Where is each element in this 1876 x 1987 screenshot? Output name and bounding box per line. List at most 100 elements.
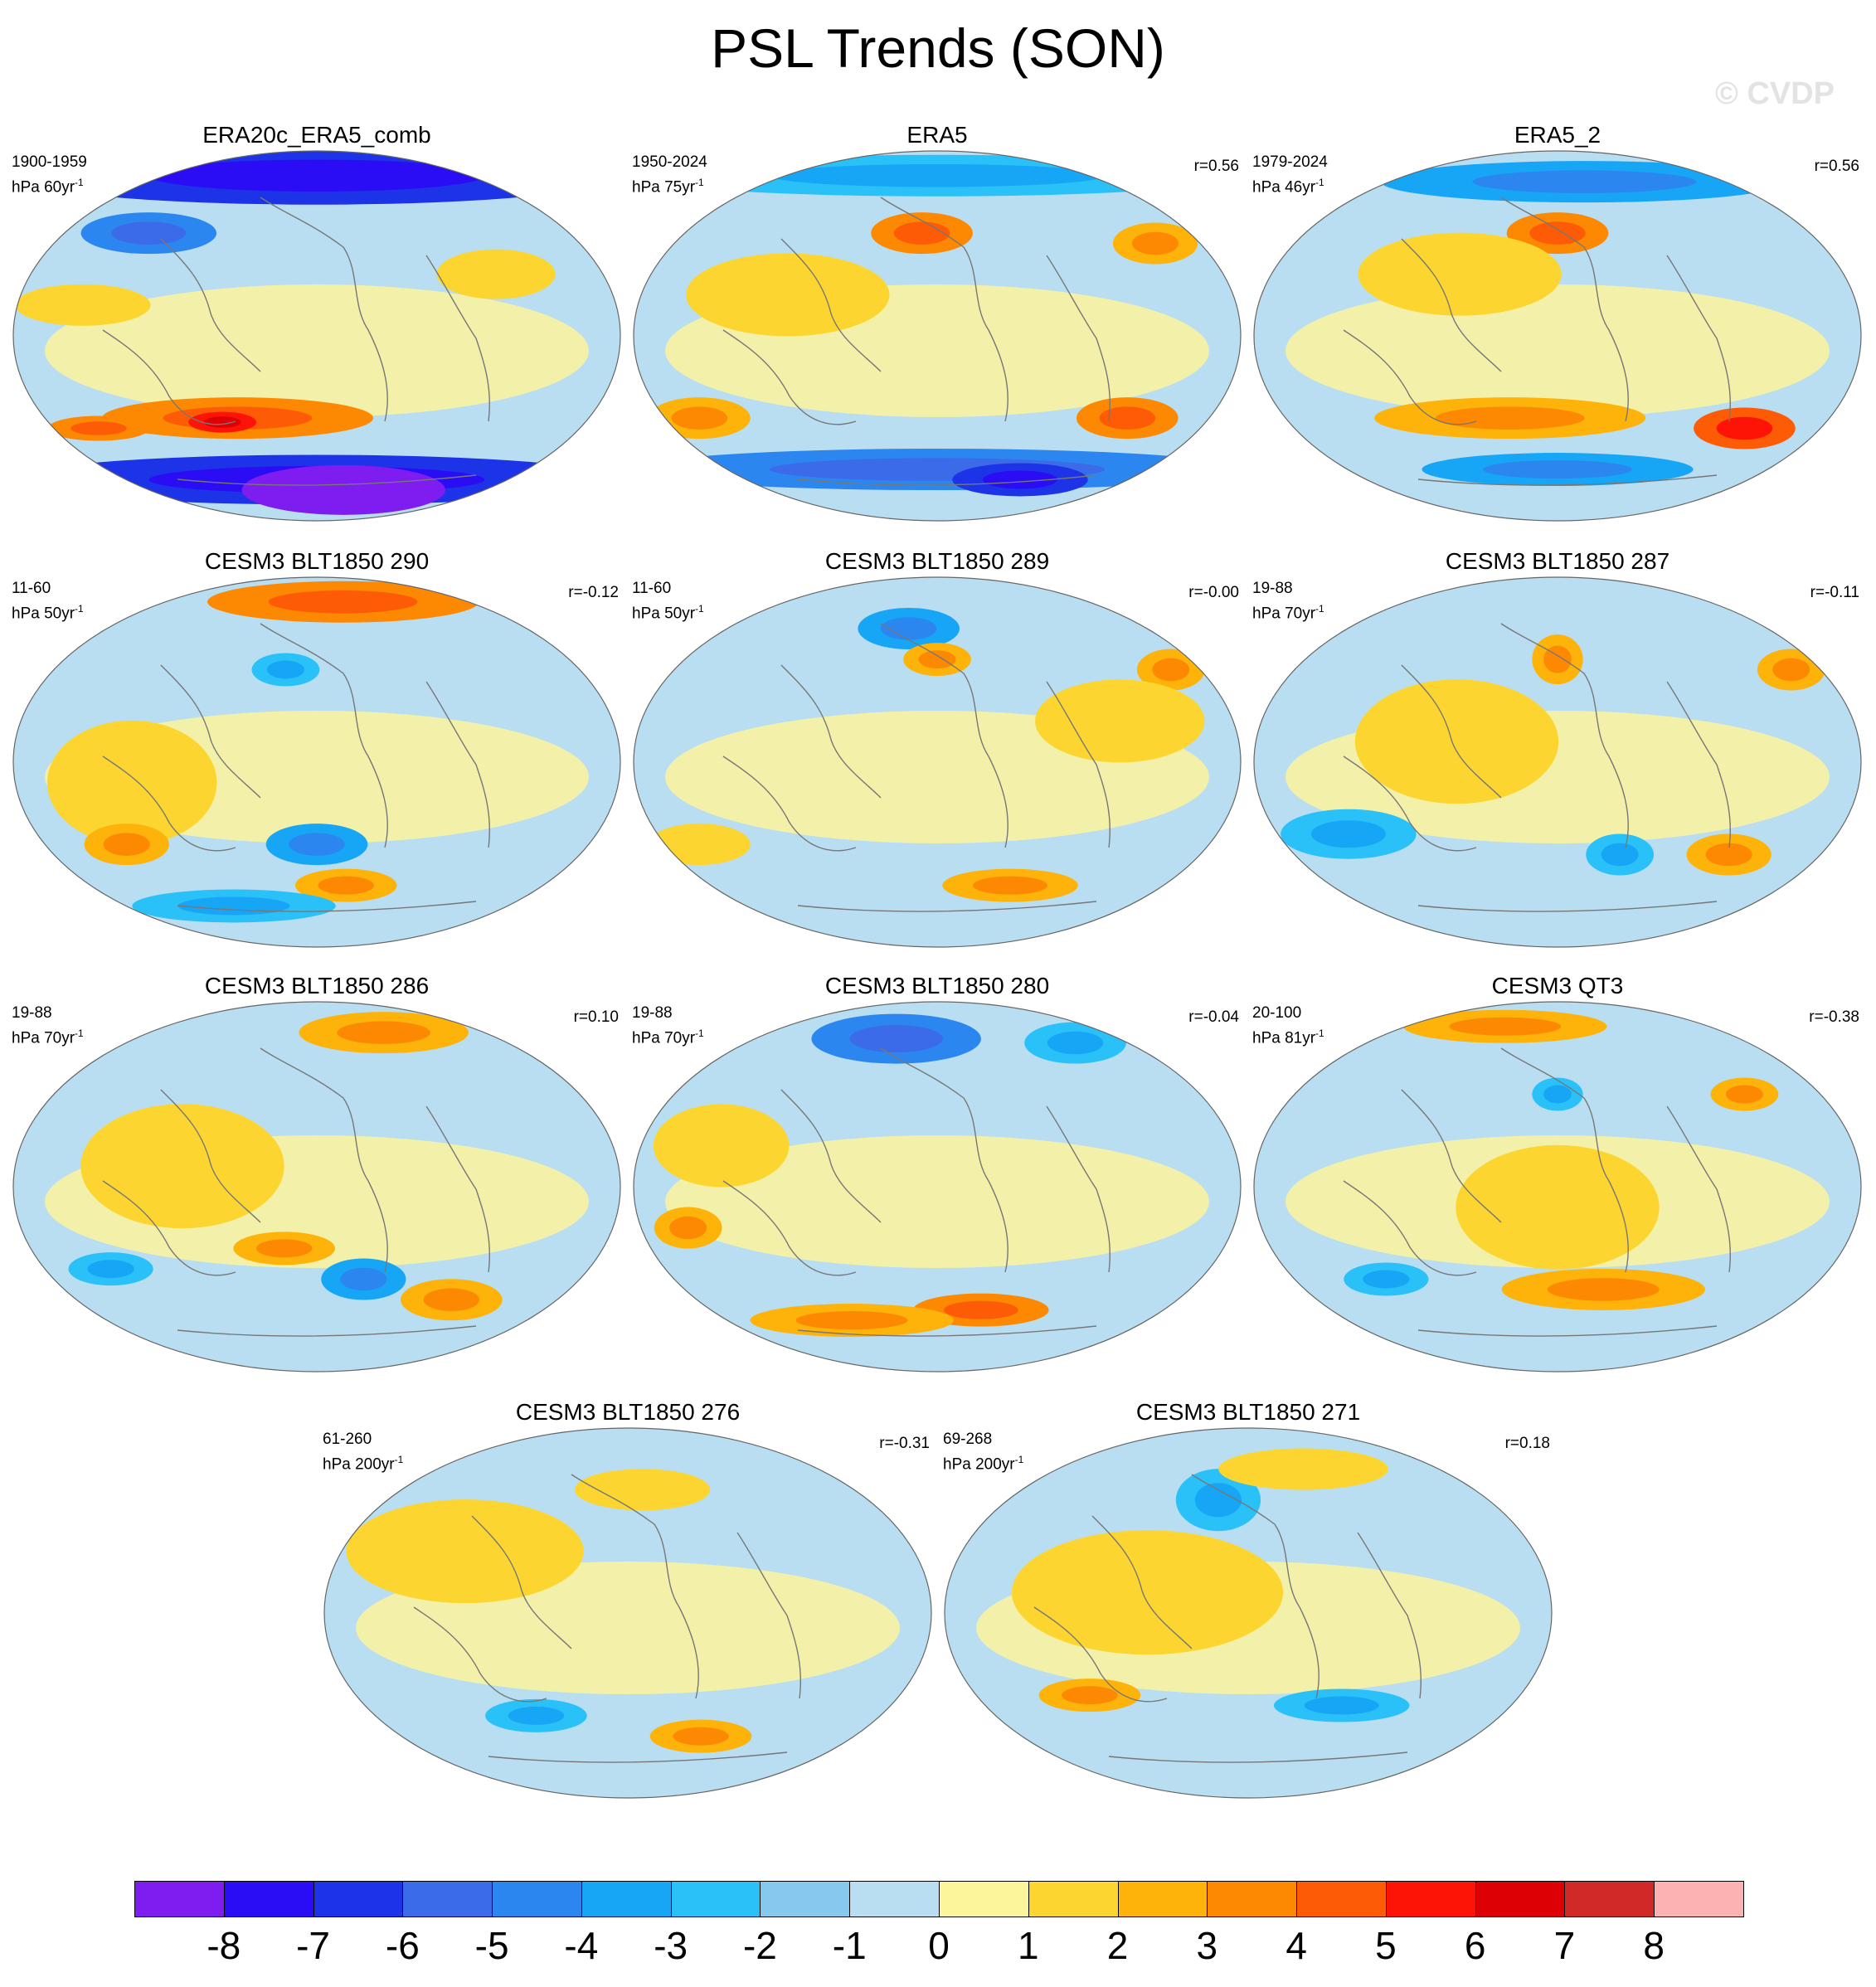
coastline [471,1515,572,1649]
panel-title: CESM3 BLT1850 280 [824,973,1050,998]
map-panel-cesm271: CESM3 BLT1850 271 69-268 hPa 200yr-1 r=0.18 [943,1398,1553,1823]
panel-units: hPa 60yr [12,178,75,197]
coastline [1666,255,1732,422]
coastline [1417,474,1718,486]
trend-anomaly [1011,1530,1284,1655]
map-panel-era5b: ERA5_2 1979-2024 hPa 46yr-1 r=0.56 [1252,121,1863,546]
panel-correlation: r=-0.38 [1809,1008,1859,1026]
trend-anomaly [14,284,151,326]
panel-units: hPa 50yr [12,605,75,623]
trend-anomaly-core [1716,416,1773,440]
globe-outline [1253,150,1862,522]
colorbar-cell [1028,1881,1119,1917]
panel-units-exponent: -1 [75,1028,84,1039]
panel-period-units: 19-88 hPa 70yr-1 [632,1003,704,1048]
colorbar-tick-label: 6 [1464,1924,1486,1967]
coastline [722,329,857,425]
trend-anomaly-core [1705,843,1752,867]
panel-period-units: 11-60 hPa 50yr-1 [12,579,84,624]
panel-correlation: r=-0.11 [1810,584,1859,601]
globe-map [12,576,621,948]
panel-title: ERA5 [906,122,968,148]
trend-anomaly [80,1104,284,1229]
panel-units: hPa 200yr [943,1455,1015,1474]
coastline [1046,1105,1111,1273]
trend-anomaly-core [1194,1483,1242,1518]
globe-map [633,150,1242,522]
coastline [425,1105,491,1273]
coastline [797,901,1097,912]
colorbar-tick-label: -5 [474,1924,509,1967]
panel-title: CESM3 BLT1850 271 [1135,1399,1361,1425]
colorbar-tick-label: 8 [1643,1924,1665,1967]
globe-outline [323,1427,932,1799]
coastline [160,1089,261,1223]
globe-outline [944,1427,1553,1799]
colorbar-tick-label: -2 [742,1924,777,1967]
colorbar-cell [313,1881,404,1917]
trend-anomaly-core [87,1260,134,1279]
panel-period-units: 1900-1959 hPa 60yr-1 [12,153,87,197]
trend-anomaly [1358,232,1562,316]
panel-correlation: r=0.56 [1193,158,1239,175]
trend-anomaly-core [1772,658,1810,682]
trend-anomaly-core [1304,1696,1379,1715]
trend-anomaly-core [177,896,290,916]
panel-units-exponent: -1 [75,177,84,188]
coastline [1343,329,1477,425]
coastline [1357,1532,1422,1699]
coastline [1417,901,1718,912]
colorbar-cell [1564,1881,1655,1917]
panel-units: hPa 81yr [1252,1029,1316,1047]
trend-anomaly-core [769,163,1106,187]
trend-anomaly-core [70,421,127,435]
map-panel-era20c: ERA20c_ERA5_comb 1900-1959 hPa 60yr-1 [12,121,622,546]
trend-anomaly-core [849,1025,943,1053]
panel-title: CESM3 QT3 [1491,973,1624,998]
coastline [1191,1474,1320,1699]
trend-anomaly-core [318,876,374,895]
coastline [780,1089,882,1223]
globe-outline [12,1001,621,1372]
globe-map [12,150,621,522]
coastline [1666,681,1732,848]
trend-anomaly-core [1601,843,1639,867]
panel-title: ERA5_2 [1514,122,1601,148]
trend-anomaly [686,253,890,337]
panel-title: ERA20c_ERA5_comb [202,122,431,148]
trend-anomaly-core [1435,406,1585,430]
map-panel-cesm280: CESM3 BLT1850 280 19-88 hPa 70yr-1 r=-0.04 [632,972,1242,1397]
figure-title: PSL Trends (SON) [711,17,1165,79]
coastline [1666,1105,1732,1273]
panel-correlation: r=-0.31 [879,1435,930,1452]
trend-anomaly-core [148,159,485,192]
panel-correlation: r=-0.04 [1188,1008,1239,1026]
trend-anomaly [346,1499,584,1604]
coastline [425,255,491,422]
coastline [780,238,882,372]
panel-units-exponent: -1 [1315,603,1324,615]
trend-anomaly-core [973,876,1048,895]
trend-anomaly-core [1131,231,1179,255]
panel-units-exponent: -1 [1315,177,1324,188]
panel-units-exponent: -1 [695,1028,704,1039]
colorbar-tick-label: -4 [564,1924,599,1967]
trend-anomaly [1218,1448,1388,1490]
panel-period: 19-88 [632,1004,673,1022]
colorbar-cell [402,1881,493,1917]
panel-period: 11-60 [632,580,672,597]
coastline [1343,1180,1477,1276]
trend-anomaly-core [1047,1031,1104,1055]
coastline [488,1751,788,1763]
coastline [722,755,857,852]
colorbar-tick-label: 7 [1553,1924,1576,1967]
globe-outline [12,150,621,522]
map-panel-era5: ERA5 1950-2024 hPa 75yr-1 r=0.56 [632,121,1242,546]
coastline [177,901,477,912]
trend-band [45,284,589,417]
panel-units-exponent: -1 [1315,1028,1324,1039]
coastline [1401,1089,1502,1223]
panel-period-units: 1979-2024 hPa 46yr-1 [1252,153,1328,197]
trend-anomaly-core [1547,1278,1660,1301]
panel-correlation: r=0.18 [1504,1435,1550,1452]
